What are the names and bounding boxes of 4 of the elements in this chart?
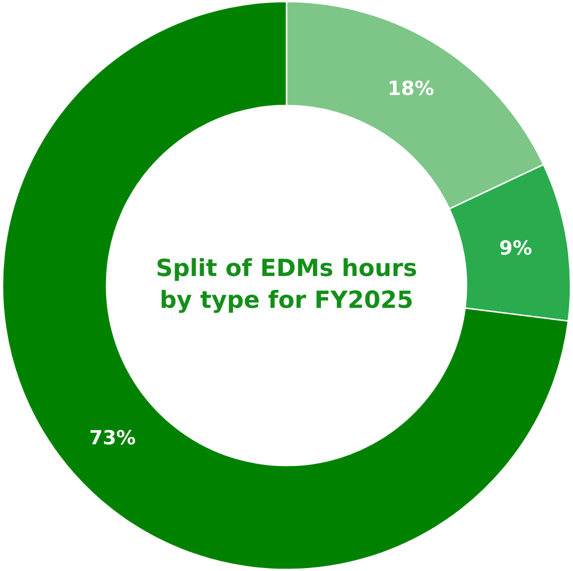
data-label: 73% — [90, 430, 136, 445]
data-label: 9% — [500, 240, 532, 255]
data-label: 18% — [390, 80, 434, 96]
text: Split of EDMs hours by type for FY2025 — [158, 258, 416, 313]
